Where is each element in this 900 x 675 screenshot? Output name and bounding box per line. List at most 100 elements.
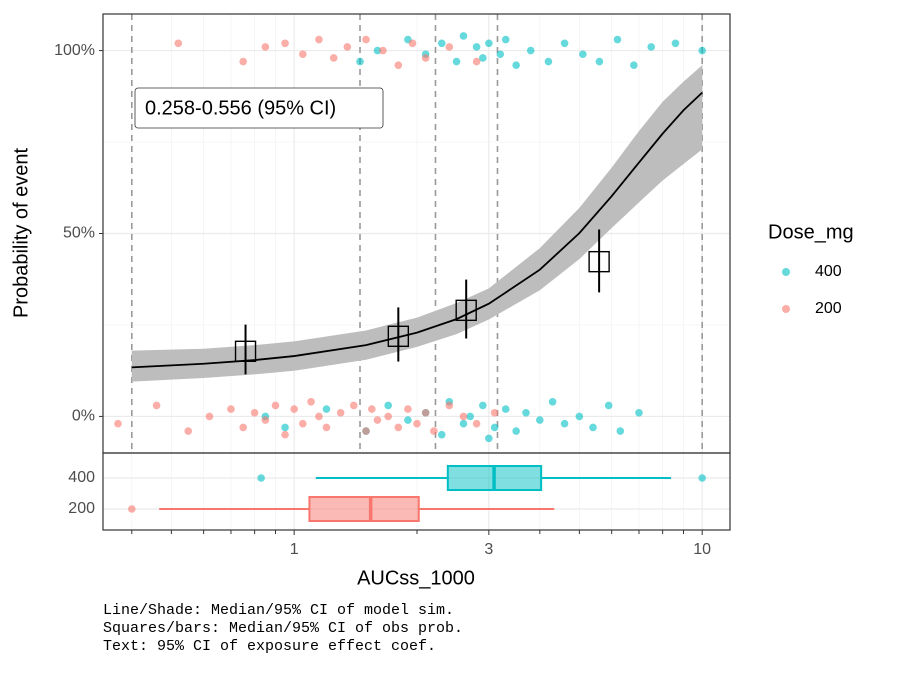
- data-point: [560, 39, 569, 48]
- data-point: [373, 46, 382, 55]
- data-point: [271, 401, 280, 410]
- data-point: [394, 423, 403, 432]
- data-point: [522, 408, 530, 417]
- data-point: [459, 412, 468, 421]
- x-tick-label: 3: [484, 541, 493, 558]
- data-point: [343, 43, 352, 51]
- data-point: [362, 35, 370, 44]
- data-point: [281, 423, 289, 432]
- data-point: [394, 61, 403, 70]
- box: [308, 496, 420, 522]
- data-point: [307, 397, 315, 406]
- data-point: [356, 57, 364, 66]
- observed-square: [387, 325, 410, 347]
- data-point: [373, 416, 382, 424]
- data-point: [698, 46, 706, 55]
- data-point: [512, 427, 520, 435]
- data-point: [114, 419, 122, 428]
- data-point: [635, 408, 643, 417]
- annotation-box: [134, 87, 384, 129]
- data-point: [184, 427, 193, 435]
- data-point: [536, 416, 544, 424]
- observed-square: [234, 340, 257, 362]
- data-point: [479, 54, 487, 62]
- median-curve: [131, 91, 703, 369]
- data-point: [647, 43, 656, 51]
- legend-label: 400: [815, 263, 842, 280]
- data-point: [496, 50, 505, 59]
- data-point: [261, 416, 270, 424]
- data-point: [329, 54, 338, 62]
- data-point: [479, 401, 487, 410]
- data-point: [152, 401, 161, 410]
- data-point: [485, 434, 493, 443]
- data-point: [459, 32, 468, 40]
- data-point: [250, 408, 259, 417]
- data-point: [560, 419, 569, 428]
- data-point: [384, 412, 392, 421]
- legend-key: [782, 305, 790, 313]
- data-point: [548, 397, 557, 406]
- data-point: [315, 35, 323, 44]
- data-point: [322, 405, 331, 413]
- observed-square: [588, 250, 610, 273]
- data-point: [544, 57, 553, 66]
- panel-border: [102, 452, 731, 531]
- data-point: [322, 423, 331, 432]
- data-point: [430, 427, 438, 435]
- caption-line: Squares/bars: Median/95% CI of obs prob.: [103, 620, 463, 637]
- data-point: [362, 427, 370, 435]
- data-point: [466, 412, 474, 421]
- data-point: [445, 401, 454, 410]
- caption-line: Line/Shade: Median/95% CI of model sim.: [103, 602, 454, 619]
- data-point: [490, 423, 499, 432]
- data-point: [205, 412, 214, 421]
- data-point: [485, 39, 493, 48]
- data-point: [281, 430, 289, 439]
- data-point: [290, 405, 298, 413]
- outlier: [698, 474, 706, 482]
- y-tick-label: 200: [68, 500, 95, 517]
- data-point: [239, 423, 247, 432]
- data-point: [384, 401, 392, 410]
- y-tick-label: 400: [68, 469, 95, 486]
- data-point: [472, 419, 481, 428]
- data-point: [579, 50, 587, 59]
- data-point: [437, 39, 446, 48]
- y-axis-title: Probability of event: [10, 148, 32, 319]
- data-point: [408, 39, 417, 48]
- data-point: [315, 412, 323, 421]
- data-point: [421, 54, 430, 62]
- data-point: [404, 405, 412, 413]
- data-point: [575, 412, 584, 421]
- data-point: [512, 61, 520, 70]
- annotation: 0.258-0.556 (95% CI): [145, 97, 336, 119]
- data-point: [490, 408, 499, 417]
- data-point: [299, 419, 307, 428]
- observed-square: [455, 299, 477, 322]
- data-point: [472, 57, 481, 66]
- data-point: [421, 408, 430, 417]
- data-point: [589, 423, 597, 432]
- data-point: [459, 419, 468, 428]
- data-point: [336, 408, 345, 417]
- data-point: [239, 57, 247, 66]
- y-tick-label: 100%: [54, 42, 95, 59]
- data-point: [174, 39, 183, 48]
- data-point: [413, 419, 421, 428]
- legend-key: [782, 268, 790, 276]
- data-point: [616, 427, 625, 435]
- data-point: [445, 43, 454, 51]
- data-point: [501, 405, 510, 413]
- data-point: [452, 57, 461, 66]
- data-point: [404, 416, 412, 424]
- data-point: [630, 61, 638, 70]
- x-tick-label: 10: [693, 541, 711, 558]
- data-point: [437, 430, 446, 439]
- data-point: [604, 401, 613, 410]
- y-tick-label: 0%: [72, 408, 95, 425]
- data-point: [349, 401, 358, 410]
- y-tick-label: 50%: [63, 225, 95, 242]
- legend-label: 200: [815, 300, 842, 317]
